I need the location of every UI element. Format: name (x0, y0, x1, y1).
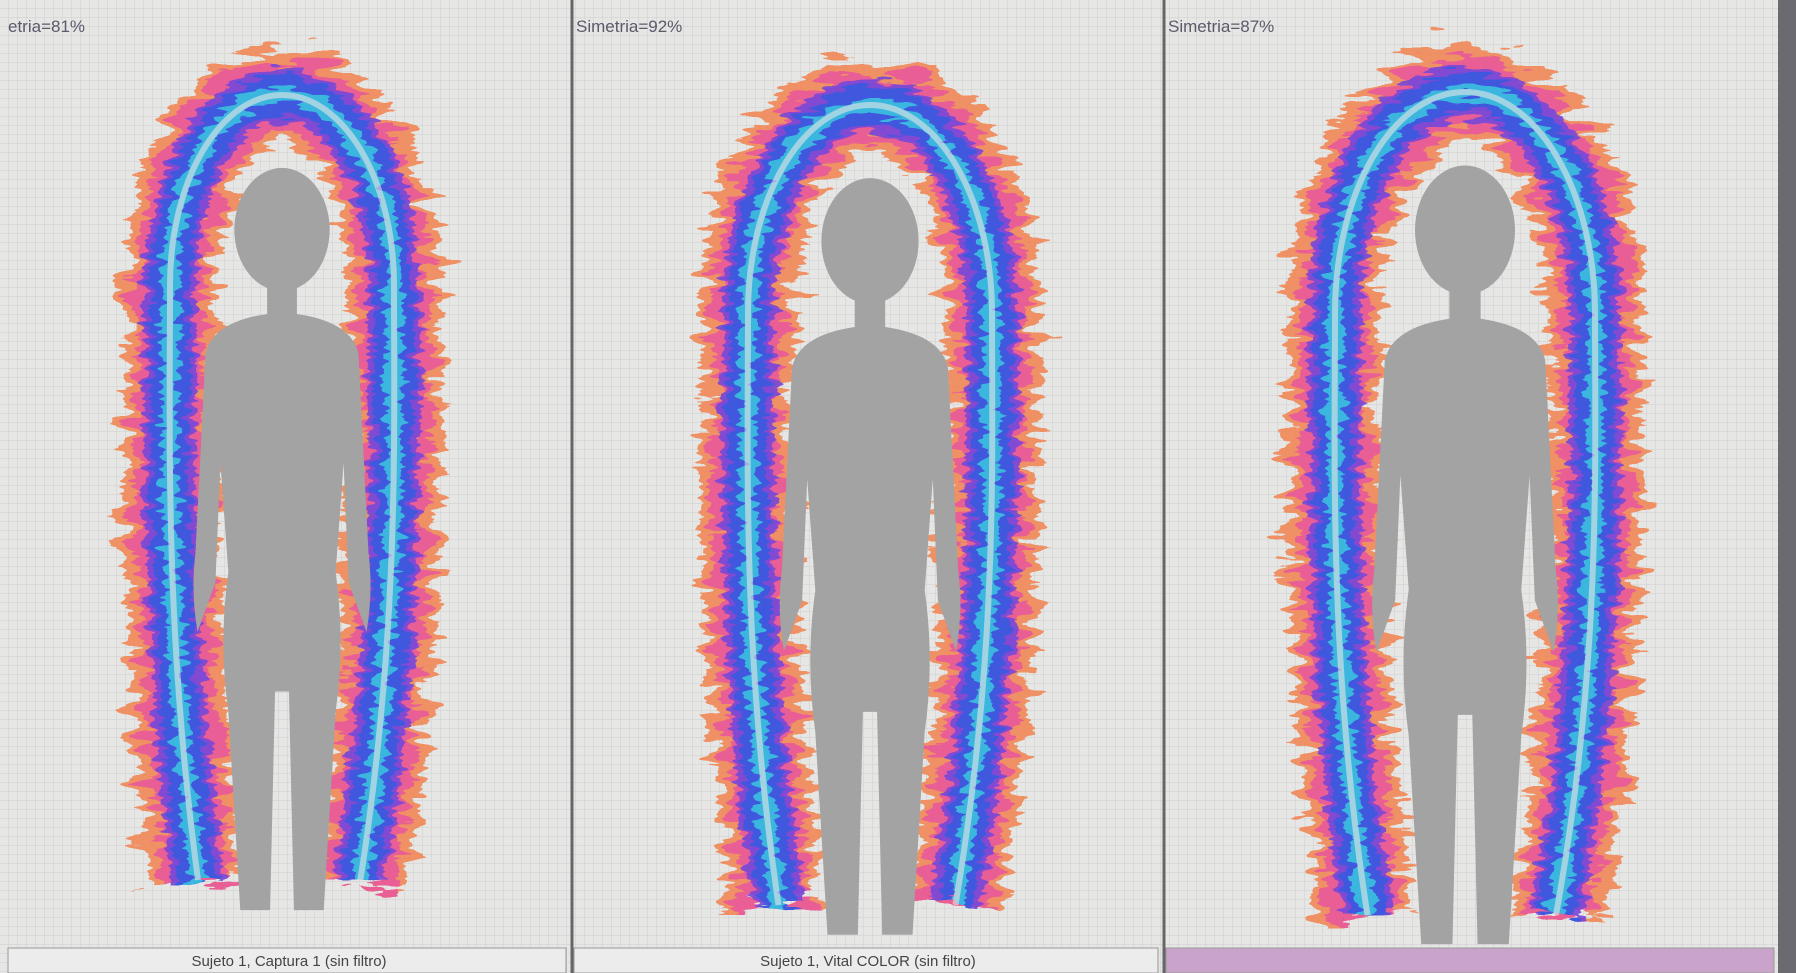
caption: Sujeto 1, Captura 1 (sin filtro) (191, 953, 386, 970)
panel: Simetria=87% (1162, 0, 1775, 973)
aura-inner (166, 92, 398, 881)
caption-bar (1165, 947, 1775, 973)
aura-inner (744, 102, 996, 906)
caption-bar (573, 947, 1159, 973)
panel: Simetria=92% Sujeto 1, Vital COLOR (sin f… (570, 0, 1159, 973)
caption-bar (7, 947, 567, 973)
symmetry-label: etria=81% (8, 17, 85, 36)
aura-inner (1331, 89, 1599, 916)
panel: etria=81% Sujeto 1, Captura 1 (sin filtro… (7, 17, 567, 973)
caption: Sujeto 1, Vital COLOR (sin filtro) (760, 953, 976, 970)
panels: etria=81% Sujeto 1, Captura 1 (sin filtro… (7, 0, 1775, 973)
screen-edge (1778, 0, 1796, 973)
symmetry-label: Simetria=87% (1168, 17, 1274, 36)
symmetry-label: Simetria=92% (576, 17, 682, 36)
